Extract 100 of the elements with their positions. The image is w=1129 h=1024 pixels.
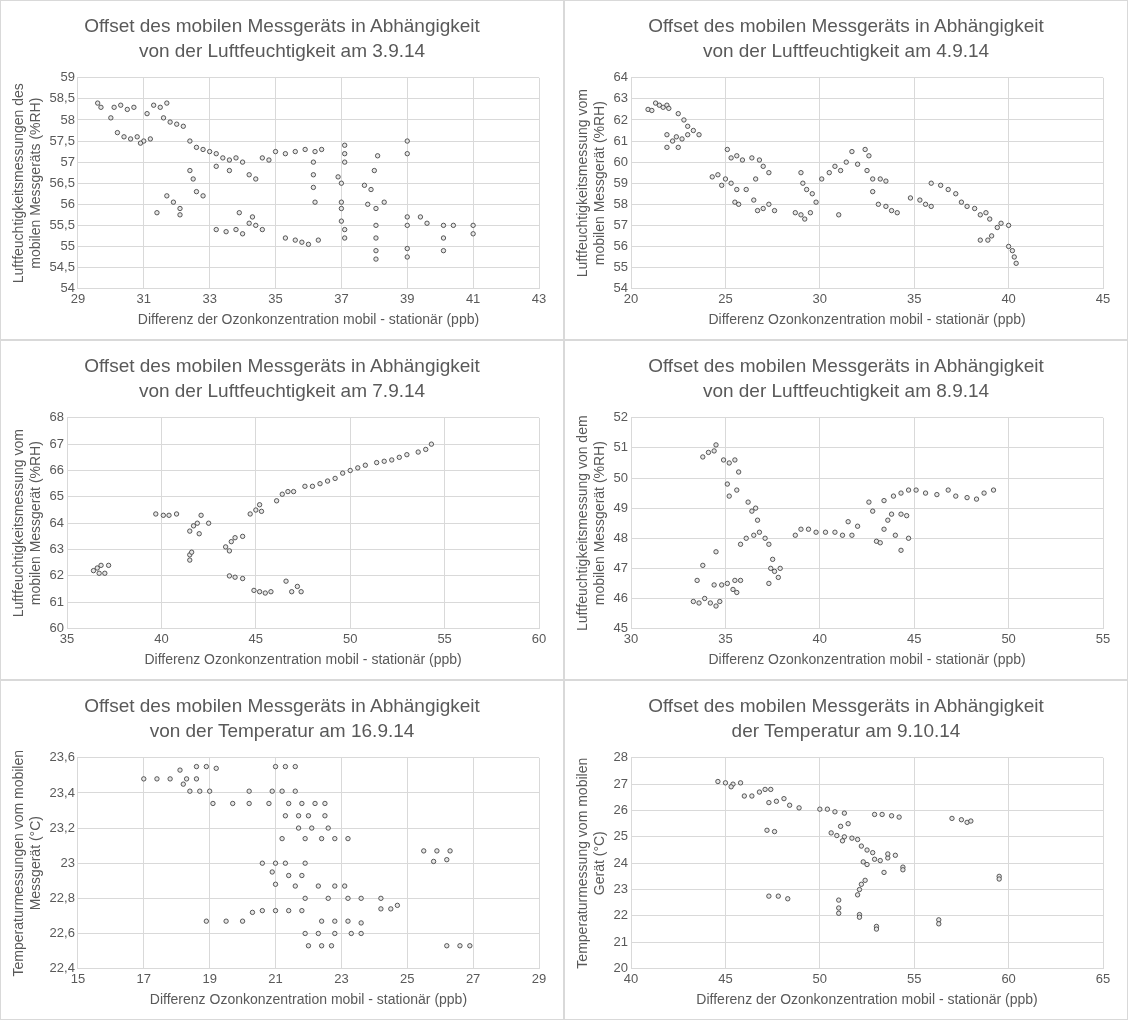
y-tick-label: 52 [613, 409, 629, 425]
x-axis-title: Differenz Ozonkonzentration mobil - stationär (ppb) [708, 651, 1026, 668]
y-tick-label: 64 [49, 514, 65, 530]
x-tick-label: 41 [465, 290, 481, 306]
y-tick-label: 58,5 [49, 90, 75, 106]
y-tick-label: 27 [613, 775, 629, 791]
x-tick-label: 25 [400, 970, 415, 986]
y-tick-label: 55 [613, 259, 629, 275]
x-axis-title: Differenz Ozonkonzentration mobil - stationär (ppb) [149, 991, 468, 1008]
x-tick-label: 31 [136, 290, 152, 306]
y-axis-title: Luftfeuchtigkeitsmessung vom mobilen Messgerät (%RH) [574, 89, 608, 278]
y-tick-label: 25 [613, 828, 629, 844]
x-tick-label: 17 [136, 970, 152, 986]
y-tick-label: 51 [613, 439, 629, 455]
x-tick-label: 43 [531, 290, 547, 306]
y-tick-label: 61 [613, 132, 629, 148]
x-tick-label: 45 [248, 630, 264, 646]
y-tick-label: 54,5 [49, 259, 75, 275]
y-tick-label: 57 [60, 153, 75, 169]
y-tick-label: 23 [60, 854, 75, 870]
y-tick-label: 23,4 [49, 784, 75, 800]
y-tick-label: 23,6 [49, 749, 75, 765]
y-tick-label: 62 [49, 567, 65, 583]
x-tick-label: 55 [437, 630, 452, 646]
chart-title: Offset des mobilen Messgeräts in Abhängigkeit von der Luftfeuchtigkeit am 3.9.14 [83, 14, 481, 63]
y-tick-label: 56,5 [49, 174, 75, 190]
chart-title: Offset des mobilen Messgeräts in Abhängigkeit von der Luftfeuchtigkeit am 7.9.14 [83, 354, 481, 403]
x-axis-title: Differenz der Ozonkonzentration mobil - stationär (ppb) [696, 991, 1038, 1008]
y-tick-label: 49 [613, 499, 629, 515]
y-tick-label: 56 [613, 238, 629, 254]
y-axis-title: Luftfeuchtigkeitsmessungen des mobilen Messgeräts (%RH) [10, 83, 44, 284]
y-axis-title: Temperaturmessung vom mobilen Gerät (°C) [574, 757, 608, 969]
y-tick-label: 22,8 [49, 889, 75, 905]
x-tick-label: 50 [1001, 630, 1016, 646]
x-tick-label: 50 [812, 970, 828, 986]
y-tick-label: 48 [613, 529, 629, 545]
x-tick-label: 39 [400, 290, 415, 306]
x-tick-label: 40 [812, 630, 828, 646]
y-tick-label: 58 [613, 195, 629, 211]
y-tick-label: 28 [613, 749, 629, 765]
x-tick-label: 60 [531, 630, 547, 646]
x-tick-label: 55 [1095, 630, 1111, 646]
y-tick-label: 56 [60, 195, 75, 211]
y-tick-label: 59 [60, 69, 75, 85]
y-tick-label: 50 [613, 469, 629, 485]
x-tick-label: 30 [812, 290, 828, 306]
y-axis-title: Luftfeuchtigkeitsmessung vom mobilen Messgerät (%RH) [10, 429, 44, 618]
y-tick-label: 58 [60, 111, 75, 127]
y-tick-label: 55 [60, 238, 75, 254]
x-tick-label: 55 [906, 970, 922, 986]
y-tick-label: 63 [613, 90, 629, 106]
x-tick-label: 45 [718, 970, 733, 986]
x-tick-label: 25 [718, 290, 733, 306]
chart-title: Offset des mobilen Messgeräts in Abhängigkeit von der Luftfeuchtigkeit am 4.9.14 [647, 14, 1045, 63]
x-tick-label: 29 [531, 970, 547, 986]
chart-title: Offset des mobilen Messgeräts in Abhängigkeit von der Temperatur am 16.9.14 [83, 694, 481, 743]
x-tick-label: 33 [202, 290, 217, 306]
y-tick-label: 55,5 [49, 216, 75, 232]
x-tick-label: 35 [718, 630, 733, 646]
y-tick-label: 62 [613, 111, 629, 127]
chart-title: Offset des mobilen Messgeräts in Abhängigkeit von der Luftfeuchtigkeit am 8.9.14 [647, 354, 1045, 403]
x-tick-label: 35 [268, 290, 283, 306]
x-tick-label: 23 [334, 970, 349, 986]
y-tick-label: 60 [613, 153, 629, 169]
x-tick-label: 35 [906, 290, 922, 306]
y-tick-label: 68 [49, 409, 65, 425]
x-tick-label: 60 [1001, 970, 1016, 986]
x-axis-title: Differenz Ozonkonzentration mobil - stationär (ppb) [708, 311, 1026, 328]
y-tick-label: 63 [49, 541, 65, 557]
x-tick-label: 45 [906, 630, 922, 646]
y-tick-label: 59 [613, 174, 629, 190]
x-tick-label: 45 [1095, 290, 1111, 306]
y-tick-label: 65 [49, 488, 65, 504]
x-tick-label: 65 [1095, 970, 1111, 986]
y-tick-label: 67 [49, 435, 65, 451]
x-tick-label: 40 [1001, 290, 1016, 306]
y-tick-label: 24 [613, 854, 629, 870]
x-tick-label: 21 [268, 970, 283, 986]
y-tick-label: 57 [613, 216, 629, 232]
x-axis-title: Differenz Ozonkonzentration mobil - stationär (ppb) [144, 651, 462, 668]
y-axis-title: Temperaturmessungen vom mobilen Messgerät (°C) [10, 749, 44, 977]
x-axis-title: Differenz der Ozonkonzentration mobil - stationär (ppb) [137, 311, 480, 328]
y-tick-label: 22 [613, 907, 629, 923]
y-tick-label: 57,5 [49, 132, 75, 148]
y-tick-label: 46 [613, 590, 629, 606]
y-tick-label: 26 [613, 802, 629, 818]
x-tick-label: 50 [342, 630, 358, 646]
y-tick-label: 23 [613, 881, 629, 897]
y-tick-label: 61 [49, 593, 65, 609]
y-tick-label: 64 [613, 69, 629, 85]
y-tick-label: 21 [613, 933, 629, 949]
chart-title: Offset des mobilen Messgeräts in Abhängigkeit der Temperatur am 9.10.14 [647, 694, 1045, 743]
y-tick-label: 47 [613, 559, 629, 575]
y-tick-label: 22,6 [49, 925, 75, 941]
x-tick-label: 37 [334, 290, 349, 306]
y-tick-label: 23,2 [49, 819, 75, 835]
y-tick-label: 66 [49, 462, 65, 478]
x-tick-label: 27 [465, 970, 481, 986]
x-tick-label: 19 [202, 970, 217, 986]
y-axis-title: Luftfeuchtigkeitsmessung von dem mobilen Messgerät (%RH) [574, 415, 608, 631]
